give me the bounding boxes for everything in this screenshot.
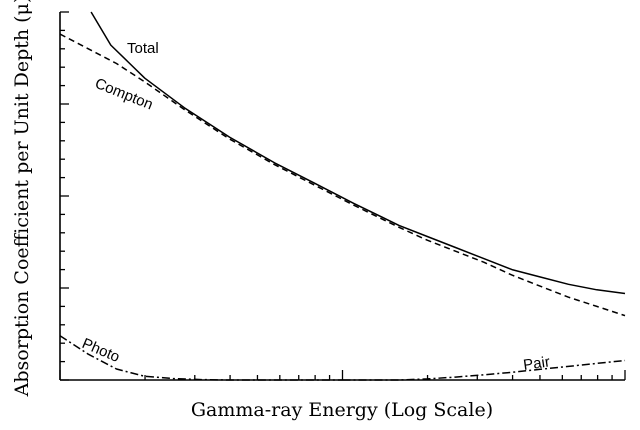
ticks — [59, 11, 626, 381]
y-axis-title: Absorption Coefficient per Unit Depth (μ… — [11, 0, 33, 397]
label-compton: Compton — [93, 75, 156, 114]
series-line-compton — [59, 33, 626, 317]
label-total: Total — [127, 40, 159, 57]
label-pair: Pair — [522, 353, 551, 374]
series-lines — [59, 11, 626, 381]
series-line-pair — [342, 359, 626, 381]
x-axis-title: Gamma-ray Energy (Log Scale) — [191, 399, 493, 421]
series-line-total — [90, 11, 626, 295]
